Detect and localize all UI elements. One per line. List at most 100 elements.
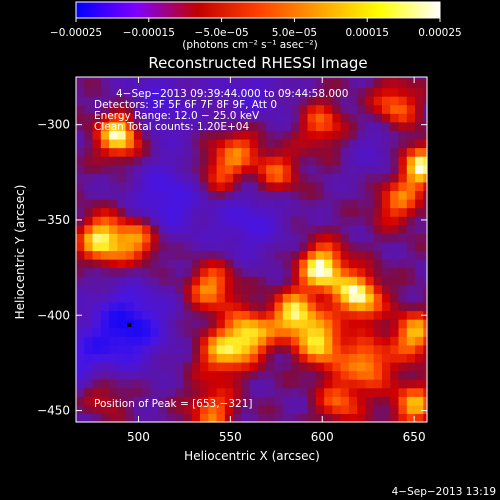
heatmap-cell [332,404,342,415]
heatmap-cell [241,156,251,166]
heatmap-cell [381,241,391,252]
heatmap-cell [191,293,201,303]
heatmap-cell [158,310,168,320]
heatmap-cell [200,250,209,260]
heatmap-cell [274,361,284,372]
heatmap-cell [249,293,259,303]
heatmap-cell [233,370,242,380]
heatmap-cell [191,77,201,80]
heatmap-cell [175,267,185,277]
heatmap-cell [117,344,127,354]
heatmap-cell [175,250,185,260]
heatmap-cell [117,404,127,415]
heatmap-cell [282,327,292,337]
heatmap-cell [282,387,292,397]
heatmap-cell [175,190,185,200]
heatmap-cell [150,233,160,243]
heatmap-cell [241,173,251,183]
heatmap-cell [307,138,317,149]
heatmap-cell [406,233,416,243]
heatmap-cell [142,241,152,252]
heatmap-cell [76,198,85,209]
heatmap-cell [241,259,251,269]
heatmap-cell [117,413,127,423]
heatmap-cell [348,87,358,97]
heatmap-cell [307,353,317,363]
heatmap-cell [365,259,375,269]
heatmap-cell [423,379,428,389]
heatmap-cell [381,77,391,80]
heatmap-cell [398,413,408,423]
heatmap-cell [332,104,342,114]
heatmap-cell [233,336,242,346]
heatmap-cell [357,327,367,337]
heatmap-cell [257,293,267,303]
heatmap-cell [175,336,185,346]
heatmap-cell [307,104,317,114]
heatmap-cell [92,250,102,260]
heatmap-cell [175,96,185,106]
heatmap-cell [76,259,85,269]
heatmap-cell [191,353,201,363]
heatmap-cell [84,250,94,260]
heatmap-cell [257,198,267,209]
heatmap-cell [125,216,135,226]
heatmap-cell [249,113,259,123]
heatmap-cell [406,130,416,140]
heatmap-cell [415,379,424,389]
heatmap-cell [109,250,118,260]
heatmap-cell [158,156,168,166]
heatmap-cell [282,301,292,312]
heatmap-cell [200,121,209,131]
heatmap-cell [398,173,408,183]
heatmap-cell [332,267,342,277]
heatmap-cell [117,310,127,320]
heatmap-cell [125,190,135,200]
heatmap-cell [324,379,333,389]
heatmap-cell [200,276,209,286]
heatmap-cell [175,259,185,269]
heatmap-cell [332,241,342,252]
heatmap-cell [241,319,251,329]
heatmap-cell [315,259,325,269]
heatmap-cell [76,353,85,363]
heatmap-cell [166,216,176,226]
heatmap-cell [233,96,242,106]
heatmap-cell [340,301,350,312]
heatmap-cell [109,267,118,277]
heatmap-cell [92,310,102,320]
heatmap-cell [423,87,428,97]
heatmap-cell [324,190,333,200]
heatmap-cell [233,379,242,389]
heatmap-cell [299,224,309,234]
heatmap-cell [249,267,259,277]
heatmap-cell [109,370,118,380]
heatmap-cell [348,233,358,243]
heatmap-cell [249,241,259,252]
heatmap-cell [398,113,408,123]
colorbar-unit-label: (photons cm⁻² s⁻¹ asec⁻²) [182,39,317,51]
heatmap-cell [224,319,234,329]
heatmap-cell [266,241,276,252]
heatmap-cell [158,216,168,226]
heatmap-cell [233,404,242,415]
heatmap-cell [324,284,333,294]
heatmap-cell [299,336,309,346]
heatmap-cell [158,267,168,277]
heatmap-cell [257,78,267,89]
heatmap-cell [92,87,102,97]
heatmap-cell [233,156,242,166]
y-tick-label: −400 [37,308,70,322]
heatmap-cell [76,147,85,157]
heatmap-cell [373,104,383,114]
heatmap-cell [233,396,242,406]
heatmap-cell [84,413,94,423]
heatmap-cell [84,207,94,217]
heatmap-cell [307,413,317,423]
heatmap-cell [249,138,259,149]
heatmap-cell [357,121,367,131]
heatmap-cell [76,224,85,234]
heatmap-cell [224,327,234,337]
heatmap-cell [84,164,94,174]
heatmap-cell [125,310,135,320]
